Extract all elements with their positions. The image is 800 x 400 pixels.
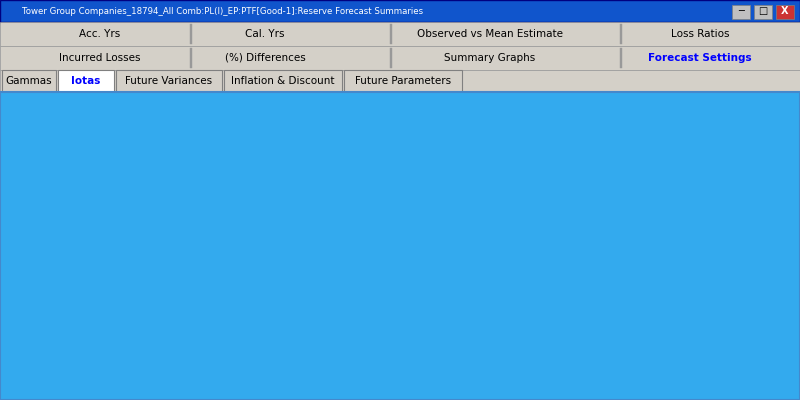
Text: Incurred Losses: Incurred Losses	[59, 53, 141, 63]
Text: -0.0943
+-0.0273: -0.0943 +-0.0273	[86, 152, 137, 174]
Text: Future Variances: Future Variances	[126, 76, 213, 86]
Text: Tower Group Companies_18794_All Comb:PL(I)_EP:PTF[Good-1]:Reserve Forecast Summa: Tower Group Companies_18794_All Comb:PL(…	[22, 6, 423, 16]
Bar	[116, 70, 222, 92]
Bar	[0, 0, 800, 22]
Bar	[732, 5, 750, 19]
Bar	[390, 48, 392, 68]
Bar	[754, 5, 772, 19]
Text: Past & Future Cal. Yr Trends: Past & Future Cal. Yr Trends	[290, 108, 575, 126]
Bar	[156, 95, 218, 389]
Text: Cal. Yrs: Cal. Yrs	[246, 29, 285, 39]
Text: Gammas: Gammas	[6, 76, 52, 86]
Bar	[620, 24, 622, 44]
Text: Summary Graphs: Summary Graphs	[444, 53, 536, 63]
Bar	[2, 70, 56, 92]
Text: ─: ─	[738, 6, 744, 16]
Text: -0.1685
+-0.0182: -0.1685 +-0.0182	[277, 152, 327, 174]
Bar	[258, 95, 299, 389]
Bar	[190, 24, 192, 44]
Bar	[0, 46, 800, 70]
Bar	[620, 48, 622, 68]
Bar	[190, 48, 192, 68]
Bar	[0, 22, 800, 46]
Text: Observed vs Mean Estimate: Observed vs Mean Estimate	[417, 29, 563, 39]
Bar	[344, 70, 462, 92]
Bar	[776, 5, 794, 19]
Bar	[58, 70, 114, 92]
Text: Forecast Settings: Forecast Settings	[648, 53, 752, 63]
Text: (%) Differences: (%) Differences	[225, 53, 306, 63]
Bar	[0, 92, 800, 400]
Bar	[0, 70, 800, 92]
Text: Future Parameters: Future Parameters	[355, 76, 451, 86]
Text: Iotas: Iotas	[71, 76, 101, 86]
Text: X: X	[782, 6, 789, 16]
Text: 0.1098
+-0.0182: 0.1098 +-0.0182	[170, 212, 221, 234]
Bar	[74, 95, 136, 389]
Text: Acc. Yrs: Acc. Yrs	[79, 29, 121, 39]
Text: □: □	[758, 6, 768, 16]
Text: Loss Ratios: Loss Ratios	[670, 29, 730, 39]
Bar	[390, 24, 392, 44]
Bar	[224, 70, 342, 92]
Text: Inflation & Discount: Inflation & Discount	[231, 76, 334, 86]
